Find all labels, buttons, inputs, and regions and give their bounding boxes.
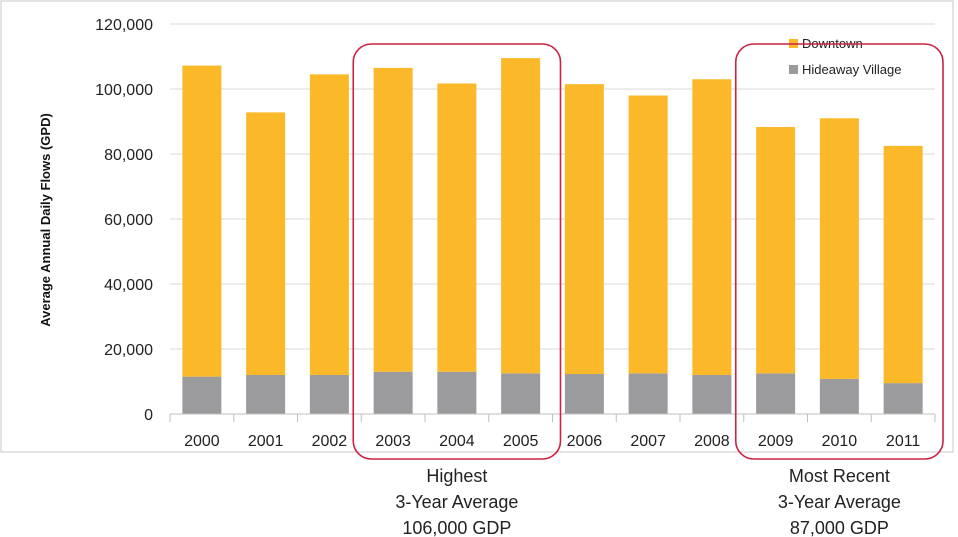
x-tick-label: 2001 bbox=[248, 433, 284, 450]
y-axis-title: Average Annual Daily Flows (GPD) bbox=[38, 113, 53, 327]
y-tick-label: 60,000 bbox=[104, 212, 153, 229]
bar-hideaway-village-2010 bbox=[819, 378, 859, 414]
legend: Downtown Hideaway Village bbox=[789, 36, 902, 77]
bar-downtown-2007 bbox=[628, 95, 668, 374]
bar-downtown-2003 bbox=[373, 67, 413, 372]
y-tick-label: 40,000 bbox=[104, 277, 153, 294]
y-tick-label: 100,000 bbox=[95, 82, 153, 99]
y-tick-label: 80,000 bbox=[104, 147, 153, 164]
bar-downtown-2001 bbox=[246, 112, 286, 376]
bar-hideaway-village-2002 bbox=[309, 375, 349, 414]
bar-downtown-2011 bbox=[883, 145, 923, 384]
annotation-line: 87,000 GDP bbox=[790, 518, 889, 537]
bar-downtown-2010 bbox=[819, 118, 859, 379]
annotation-line: 106,000 GDP bbox=[402, 518, 511, 537]
bars bbox=[182, 58, 923, 414]
highlight-annotations: Highest 3-Year Average 106,000 GDP Most Rec… bbox=[352, 43, 944, 537]
bar-downtown-2004 bbox=[437, 83, 477, 372]
x-tick-label: 2007 bbox=[630, 433, 666, 450]
y-tick-label: 20,000 bbox=[104, 342, 153, 359]
bar-downtown-2008 bbox=[692, 79, 732, 375]
annotation-line: 3-Year Average bbox=[395, 492, 518, 512]
x-tick-label: 2008 bbox=[694, 433, 730, 450]
bar-hideaway-village-2001 bbox=[246, 375, 286, 414]
bar-hideaway-village-2009 bbox=[756, 373, 796, 414]
highlight-box-1 bbox=[352, 43, 562, 460]
bar-hideaway-village-2008 bbox=[692, 375, 732, 414]
x-tick-label: 2000 bbox=[184, 433, 220, 450]
x-tick-label: 2004 bbox=[439, 433, 475, 450]
bar-hideaway-village-2000 bbox=[182, 376, 222, 414]
bar-downtown-2009 bbox=[756, 127, 796, 374]
annotation-line: Most Recent bbox=[789, 466, 890, 486]
bar-hideaway-village-2007 bbox=[628, 373, 668, 414]
bar-hideaway-village-2005 bbox=[501, 373, 541, 414]
annotation-line: Highest bbox=[426, 466, 487, 486]
bar-hideaway-village-2003 bbox=[373, 371, 413, 414]
axes: 0 20,000 40,000 60,000 80,000 100,000 120,000 2… bbox=[95, 17, 936, 450]
legend-label-hideaway-village: Hideaway Village bbox=[802, 62, 902, 77]
annotation-line: 3-Year Average bbox=[778, 492, 901, 512]
plot-frame bbox=[0, 0, 954, 453]
x-tick-label: 2010 bbox=[822, 433, 858, 450]
y-tick-label: 120,000 bbox=[95, 17, 153, 34]
bar-hideaway-village-2004 bbox=[437, 371, 477, 414]
x-tick-label: 2005 bbox=[503, 433, 539, 450]
x-tick-label: 2003 bbox=[375, 433, 411, 450]
y-tick-label: 0 bbox=[144, 407, 153, 424]
x-tick-label: 2002 bbox=[312, 433, 348, 450]
bar-downtown-2006 bbox=[564, 84, 604, 375]
bar-hideaway-village-2011 bbox=[883, 383, 923, 414]
x-tick-label: 2009 bbox=[758, 433, 794, 450]
bar-downtown-2002 bbox=[309, 74, 349, 375]
x-tick-label: 2011 bbox=[886, 433, 921, 450]
bar-downtown-2005 bbox=[501, 58, 541, 374]
highlight-box-2 bbox=[734, 43, 944, 460]
legend-swatch-hideaway-village bbox=[789, 65, 798, 74]
gridlines bbox=[170, 23, 935, 350]
bar-hideaway-village-2006 bbox=[564, 374, 604, 414]
bar-downtown-2000 bbox=[182, 65, 222, 377]
x-tick-label: 2006 bbox=[567, 433, 603, 450]
